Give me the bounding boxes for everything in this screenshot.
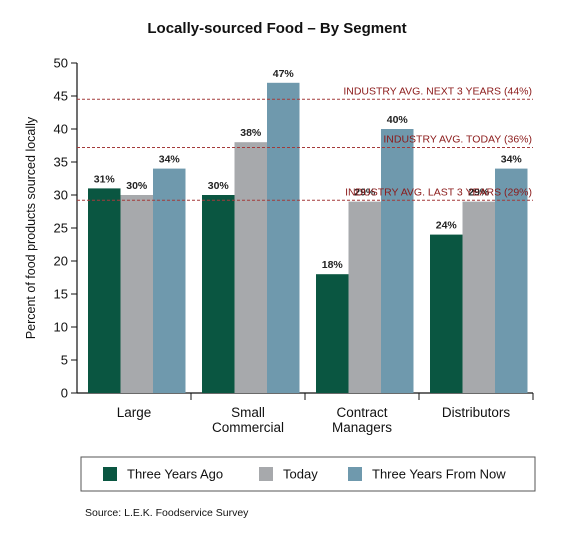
x-tick-label: Small Commercial	[212, 405, 284, 435]
reference-line-label: INDUSTRY AVG. TODAY (36%)	[383, 133, 532, 145]
y-tick-label: 0	[61, 386, 68, 401]
y-tick-label: 10	[54, 320, 68, 335]
data-label: 38%	[240, 127, 262, 139]
legend-swatch	[348, 467, 362, 481]
legend-label: Three Years From Now	[372, 467, 506, 482]
chart-title: Locally-sourced Food – By Segment	[147, 20, 406, 37]
y-tick-label: 35	[54, 155, 68, 170]
bar	[430, 234, 463, 393]
bar	[495, 168, 528, 393]
data-label: 29%	[354, 187, 376, 199]
bar	[462, 201, 495, 393]
data-label: 47%	[273, 68, 295, 80]
source-note: Source: L.E.K. Foodservice Survey	[85, 507, 249, 519]
y-axis-label: Percent of food products sourced locally	[24, 116, 38, 339]
legend-label: Today	[283, 467, 318, 482]
bar	[316, 274, 349, 393]
bar	[88, 188, 121, 393]
bar	[381, 129, 414, 393]
x-tick-label: Distributors	[442, 405, 511, 420]
y-tick-label: 20	[54, 254, 68, 269]
y-tick-label: 50	[54, 56, 68, 71]
reference-line-label: INDUSTRY AVG. LAST 3 YEARS (29%)	[345, 186, 532, 198]
y-tick-label: 40	[54, 122, 68, 137]
x-tick-label: Large	[117, 405, 152, 420]
legend-swatch	[103, 467, 117, 481]
x-tick-label: Contract Managers	[332, 405, 392, 435]
data-label: 24%	[436, 220, 458, 232]
bar	[153, 168, 186, 393]
bar	[267, 82, 300, 394]
bar	[348, 201, 381, 393]
bar	[234, 142, 267, 393]
data-label: 18%	[322, 259, 344, 271]
data-label: 30%	[126, 180, 148, 192]
bar	[202, 195, 235, 393]
legend-label: Three Years Ago	[127, 467, 223, 482]
data-label: 34%	[501, 154, 523, 166]
legend-swatch	[259, 467, 273, 481]
data-label: 40%	[387, 114, 409, 126]
y-tick-label: 30	[54, 188, 68, 203]
legend-box	[80, 456, 536, 492]
reference-line-label: INDUSTRY AVG. NEXT 3 YEARS (44%)	[343, 85, 532, 97]
bar	[120, 195, 153, 393]
y-tick-label: 5	[61, 353, 68, 368]
plot-area: 0 5 10 15 20 25 30 35 40 45 50 Large Small Commercial…	[54, 56, 534, 435]
legend: Three Years Ago Today Three Years From Now	[103, 467, 506, 482]
data-label: 30%	[208, 180, 230, 192]
data-label: 34%	[159, 154, 181, 166]
data-label: 31%	[94, 173, 116, 185]
y-tick-label: 15	[54, 287, 68, 302]
y-tick-label: 45	[54, 89, 68, 104]
y-tick-label: 25	[54, 221, 68, 236]
data-label: 29%	[468, 187, 490, 199]
